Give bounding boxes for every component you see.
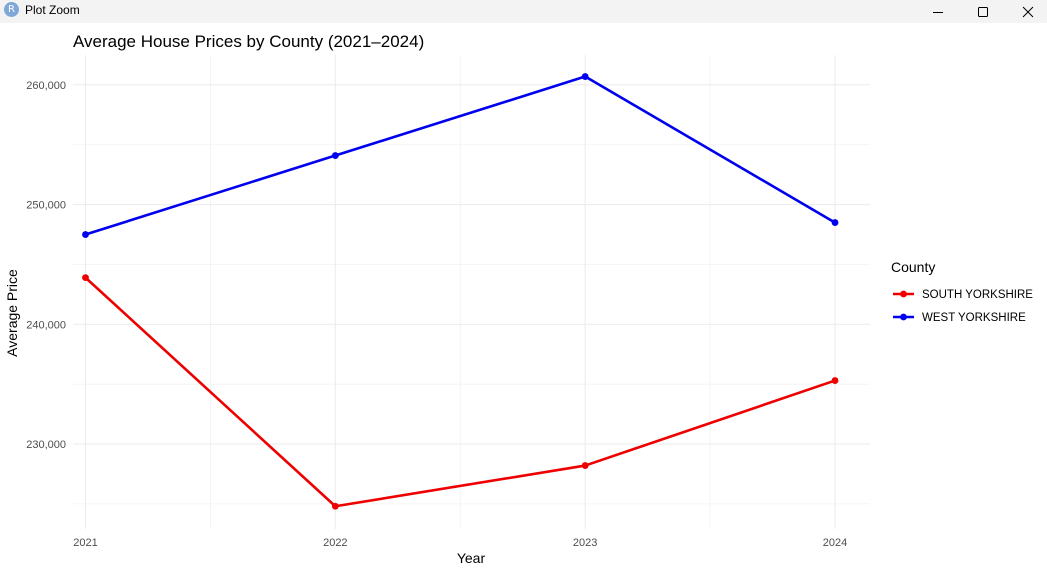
chart-title: Average House Prices by County (2021–202…: [73, 32, 424, 51]
data-point: [331, 152, 339, 159]
grid-lines: [73, 55, 870, 529]
data-point: [581, 73, 589, 80]
y-tick-label: 250,000: [26, 200, 66, 212]
maximize-icon: [978, 6, 988, 17]
data-point: [82, 231, 89, 238]
minimize-button[interactable]: [915, 0, 961, 23]
data-point: [831, 377, 839, 384]
data-point: [831, 219, 839, 226]
series-line-0: [84, 276, 836, 508]
x-tick-label: 2021: [73, 537, 97, 549]
minimize-icon: [933, 11, 943, 13]
legend-label: SOUTH YORKSHIRE: [922, 289, 1033, 301]
r-app-icon: R: [4, 2, 19, 17]
legend-key-point: [900, 313, 907, 321]
data-point: [331, 502, 339, 510]
close-button[interactable]: [1005, 0, 1047, 23]
legend-key-point: [900, 290, 907, 298]
legend-title: County: [891, 259, 935, 275]
x-axis-title: Year: [457, 550, 486, 566]
window-titlebar: R Plot Zoom: [0, 0, 1047, 23]
window-title: Plot Zoom: [25, 3, 80, 17]
x-tick-label: 2024: [823, 537, 847, 549]
series-line-1: [85, 75, 836, 236]
legend: County SOUTH YORKSHIRE WEST YORKSHIRE: [891, 259, 1033, 324]
series-lines: [84, 75, 836, 508]
close-icon: [1022, 6, 1034, 17]
y-axis-title: Average Price: [4, 269, 20, 357]
maximize-button[interactable]: [960, 0, 1006, 23]
data-point: [82, 274, 89, 282]
y-tick-label: 240,000: [26, 319, 66, 331]
series-points: [82, 73, 839, 510]
line-chart: Average House Prices by County (2021–202…: [4, 32, 1033, 566]
y-axis-ticks: 230,000 240,000 250,000 260,000: [26, 80, 66, 451]
y-tick-label: 260,000: [26, 80, 66, 92]
x-tick-label: 2022: [323, 537, 347, 549]
data-point: [581, 462, 589, 469]
y-tick-label: 230,000: [26, 439, 66, 451]
x-tick-label: 2023: [573, 537, 597, 549]
legend-label: WEST YORKSHIRE: [922, 312, 1026, 324]
x-axis-ticks: 2021 2022 2023 2024: [73, 537, 847, 549]
